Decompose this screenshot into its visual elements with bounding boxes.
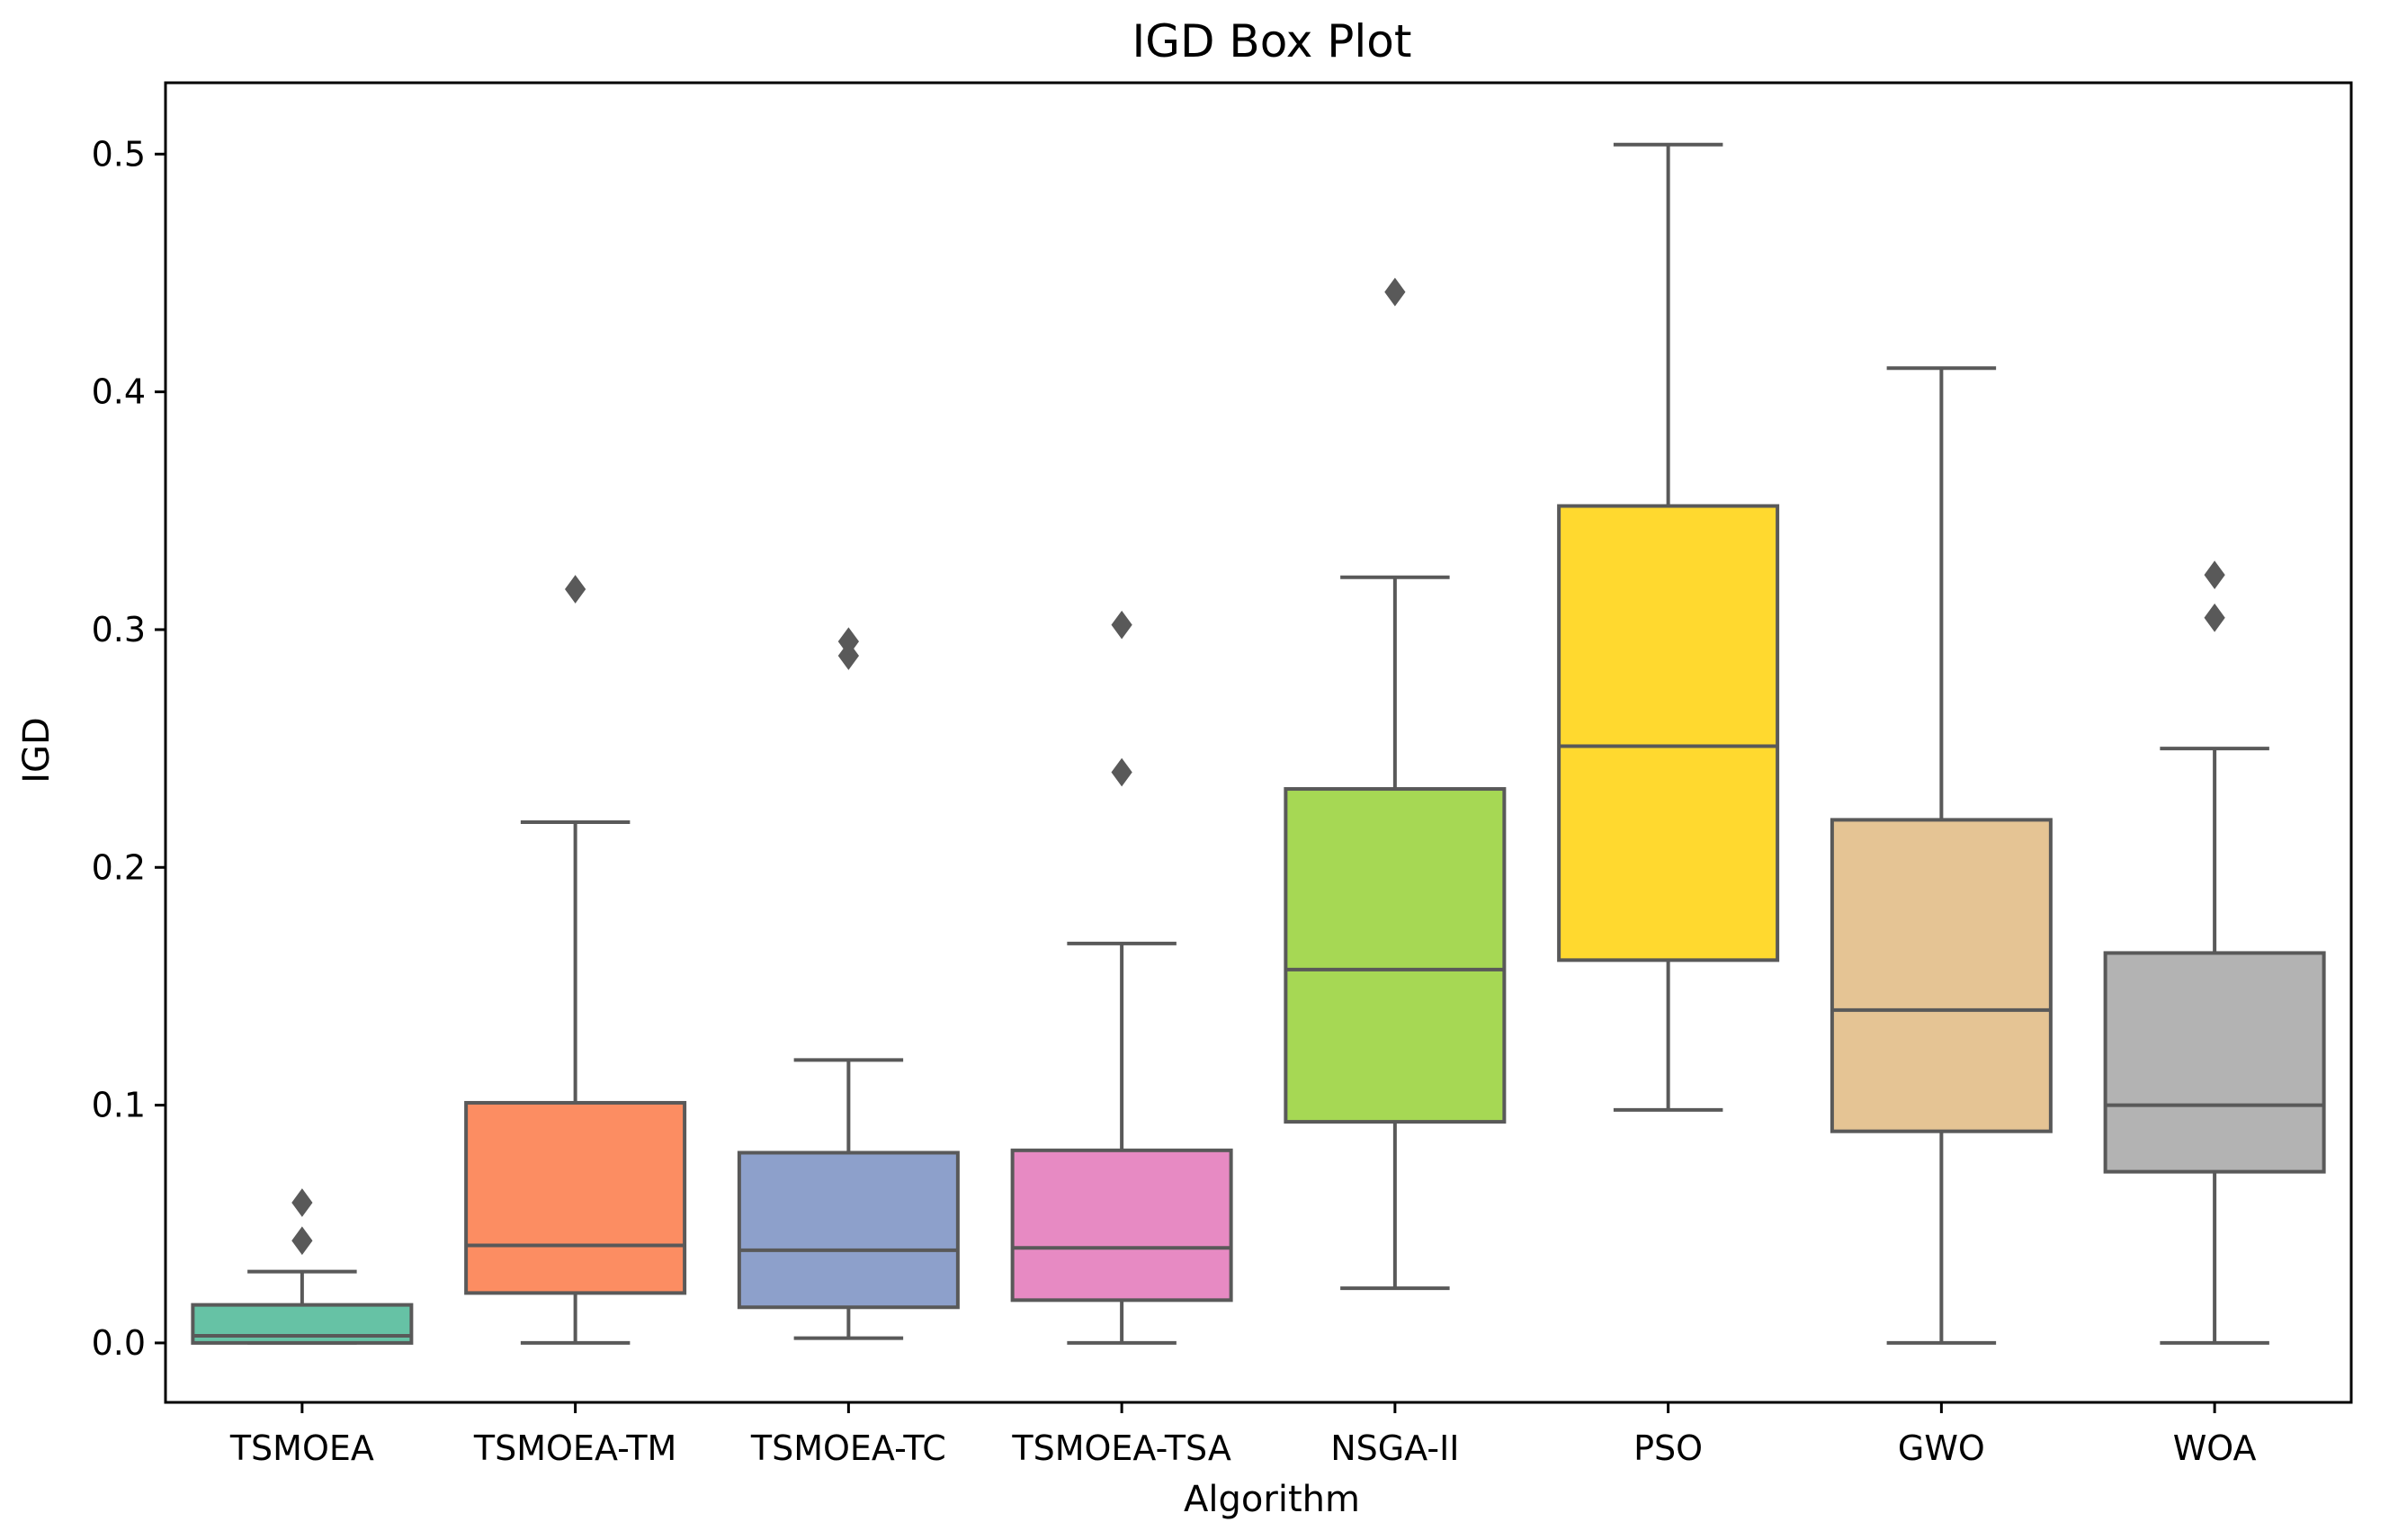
box-iqr (1284, 787, 1507, 1124)
box-iqr (2103, 951, 2326, 1174)
box-group-pso (1557, 142, 1780, 1112)
box-group-tsmoea-tsa (1010, 610, 1233, 1345)
outlier-point (1111, 610, 1132, 640)
y-tick-label: 0.3 (92, 610, 146, 649)
y-axis-label: IGD (16, 717, 58, 783)
x-tick-label: TSMOEA-TSA (1011, 1428, 1230, 1468)
y-tick-label: 0.2 (92, 847, 146, 887)
box-group-woa (2103, 560, 2326, 1345)
y-tick-label: 0.4 (92, 372, 146, 412)
box-iqr (737, 1151, 960, 1310)
plot-area (191, 142, 2326, 1345)
chart-title: IGD Box Plot (1132, 15, 1412, 67)
box-group-tsmoea (191, 1188, 414, 1345)
outlier-point (565, 575, 586, 604)
box-iqr (464, 1100, 687, 1295)
box-iqr (1830, 818, 2053, 1133)
box-group-gwo (1830, 366, 2053, 1345)
outlier-point (2204, 603, 2225, 632)
outlier-point (1111, 757, 1132, 787)
outlier-point (837, 627, 859, 657)
x-tick-label: GWO (1898, 1428, 1985, 1468)
box-group-tsmoea-tc (737, 627, 960, 1340)
x-tick-label: PSO (1633, 1428, 1703, 1468)
outlier-point (1384, 277, 1406, 307)
x-axis-label: Algorithm (1184, 1479, 1360, 1520)
box-iqr (1010, 1148, 1233, 1303)
x-tick-label: TSMOEA (229, 1428, 374, 1468)
outlier-point (2204, 560, 2225, 589)
outlier-point (291, 1226, 313, 1256)
y-tick-label: 0.5 (92, 134, 146, 174)
box-group-nsga-ii (1284, 277, 1507, 1291)
outlier-point (837, 641, 859, 670)
x-tick-label: WOA (2173, 1428, 2257, 1468)
x-tick-label: NSGA-II (1330, 1428, 1459, 1468)
x-tick-label: TSMOEA-TC (750, 1428, 946, 1468)
outlier-point (291, 1188, 313, 1217)
y-tick-label: 0.1 (92, 1086, 146, 1125)
axes-frame (164, 81, 2353, 1404)
y-tick-label: 0.0 (92, 1323, 146, 1363)
x-tick-label: TSMOEA-TM (473, 1428, 676, 1468)
box-iqr (1557, 504, 1780, 962)
box-group-tsmoea-tm (464, 575, 687, 1345)
